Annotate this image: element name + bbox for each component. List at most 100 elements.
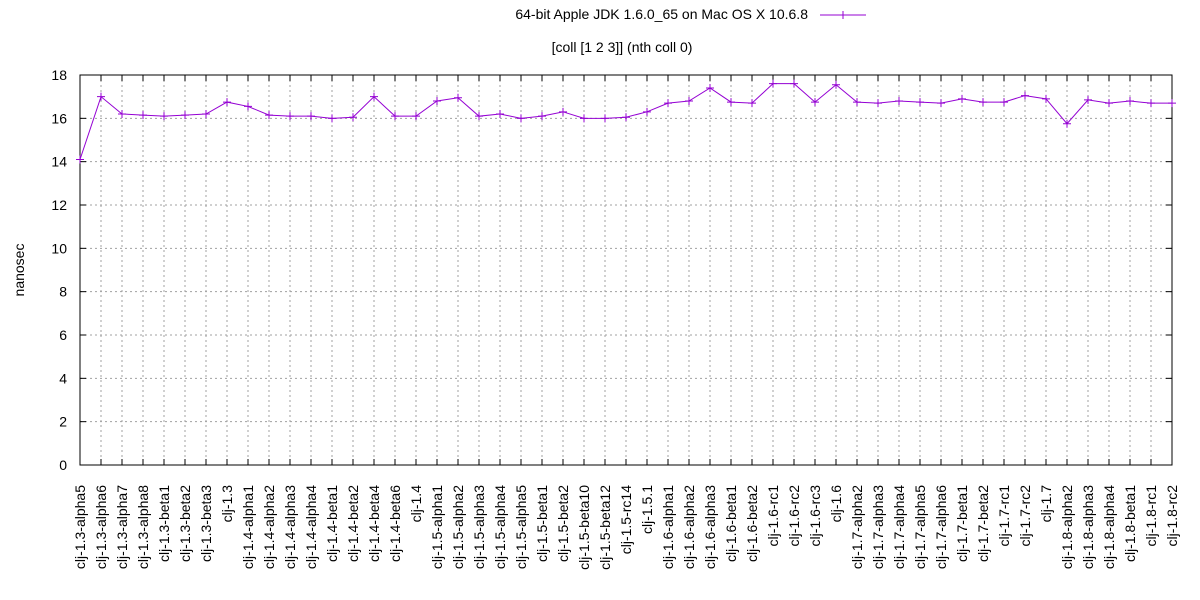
legend-marker-plus (839, 11, 847, 19)
data-point (202, 110, 210, 118)
x-tick-label: clj-1.7-rc1 (996, 485, 1012, 547)
data-point (895, 97, 903, 105)
data-point (517, 114, 525, 123)
x-tick-label: clj-1.3-beta2 (177, 485, 193, 562)
series-layer (76, 79, 1176, 164)
x-tick-label: clj-1.4-alpha2 (261, 485, 277, 569)
data-point (580, 114, 588, 123)
x-tick-label: clj-1.6 (828, 485, 844, 523)
data-point (643, 107, 651, 116)
x-tick-label: clj-1.3 (219, 485, 235, 523)
data-point (286, 112, 294, 121)
x-tick-label: clj-1.6-beta1 (723, 485, 739, 562)
data-point (97, 92, 105, 101)
x-tick-label: clj-1.3-alpha5 (72, 485, 88, 569)
x-tick-label: clj-1.6-alpha2 (681, 485, 697, 569)
y-tick-label: 12 (51, 197, 67, 213)
data-point (1063, 119, 1071, 128)
data-point (1147, 99, 1155, 108)
x-tick-label: clj-1.3-alpha7 (114, 485, 130, 569)
x-tick-label: clj-1.7-beta1 (954, 485, 970, 562)
x-tick-label: clj-1.6-alpha3 (702, 485, 718, 569)
x-tick-label: clj-1.4-beta2 (345, 485, 361, 562)
data-point (265, 111, 273, 120)
x-tick-label: clj-1.6-rc3 (807, 485, 823, 547)
y-tick-label: 14 (51, 154, 67, 170)
y-tick-label: 18 (51, 67, 67, 83)
x-tick-label: clj-1.4 (408, 485, 424, 523)
legend-label: 64-bit Apple JDK 1.6.0_65 on Mac OS X 10… (515, 6, 808, 22)
x-tick-label: clj-1.6-rc1 (765, 485, 781, 547)
x-tick-label: clj-1.7-alpha2 (849, 485, 865, 569)
data-point (475, 112, 483, 121)
data-point (1084, 95, 1092, 104)
data-point (118, 110, 126, 118)
x-tick-label: clj-1.5-beta1 (534, 485, 550, 562)
data-point (1126, 97, 1134, 105)
x-tick-label: clj-1.8-alpha2 (1059, 485, 1075, 569)
x-tick-label: clj-1.8-alpha4 (1101, 485, 1117, 569)
x-tick-label: clj-1.8-beta1 (1122, 485, 1138, 562)
x-tick-label: clj-1.5-alpha3 (471, 485, 487, 569)
x-tick-label: clj-1.6-alpha1 (660, 485, 676, 569)
data-point (748, 99, 756, 108)
x-tick-label: clj-1.5-alpha2 (450, 485, 466, 569)
data-point (433, 97, 441, 105)
data-point (916, 98, 924, 107)
x-tick-label: clj-1.3-alpha6 (93, 485, 109, 569)
x-tick-label: clj-1.4-alpha3 (282, 485, 298, 569)
x-tick-label: clj-1.7-beta2 (975, 485, 991, 562)
data-point (181, 111, 189, 120)
data-point (1000, 98, 1008, 107)
data-point (391, 112, 399, 121)
x-tick-label: clj-1.4-beta1 (324, 485, 340, 562)
data-point (874, 99, 882, 108)
data-point (223, 98, 231, 107)
data-point (454, 93, 462, 102)
chart-title: [coll [1 2 3]] (nth coll 0) (552, 39, 693, 55)
y-tick-label: 2 (59, 414, 67, 430)
data-point (664, 99, 672, 108)
x-tick-label: clj-1.7-alpha5 (912, 485, 928, 569)
x-tick-label: clj-1.4-alpha1 (240, 485, 256, 569)
x-tick-label: clj-1.5-beta12 (597, 485, 613, 570)
data-point (307, 112, 315, 121)
x-tick-label: clj-1.5-alpha5 (513, 485, 529, 569)
plot-border (79, 74, 1173, 466)
y-tick-label: 16 (51, 110, 67, 126)
data-point (958, 94, 966, 103)
data-point (76, 155, 84, 164)
x-tick-label: clj-1.5.1 (639, 485, 655, 534)
data-point (832, 80, 840, 89)
x-tick-label: clj-1.8-rc1 (1143, 485, 1159, 547)
data-point (139, 111, 147, 120)
legend-swatch-marker (839, 11, 847, 19)
data-point (1105, 99, 1113, 108)
data-point (685, 97, 693, 105)
data-point (727, 98, 735, 107)
data-point (538, 112, 546, 121)
data-point (622, 113, 630, 122)
x-tick-label: clj-1.3-alpha8 (135, 485, 151, 569)
data-point (328, 114, 336, 123)
y-tick-label: 8 (59, 284, 67, 300)
x-tick-label: clj-1.7 (1038, 485, 1054, 523)
x-tick-label: clj-1.5-alpha4 (492, 485, 508, 569)
x-tick-label: clj-1.3-beta1 (156, 485, 172, 562)
y-tick-label: 4 (59, 370, 67, 386)
data-point (160, 112, 168, 121)
y-tick-label: 0 (59, 457, 67, 473)
data-point (370, 92, 378, 101)
x-tick-label: clj-1.7-alpha4 (891, 485, 907, 569)
data-point (1021, 91, 1029, 100)
x-tick-label: clj-1.3-beta3 (198, 485, 214, 562)
y-tick-label: 10 (51, 240, 67, 256)
x-tick-label: clj-1.4-alpha4 (303, 485, 319, 569)
x-tick-label: clj-1.5-beta2 (555, 485, 571, 562)
x-tick-label: clj-1.5-rc14 (618, 485, 634, 554)
data-point (1168, 99, 1176, 108)
grid (80, 75, 1172, 465)
data-point (1042, 94, 1050, 103)
data-point (790, 79, 798, 88)
